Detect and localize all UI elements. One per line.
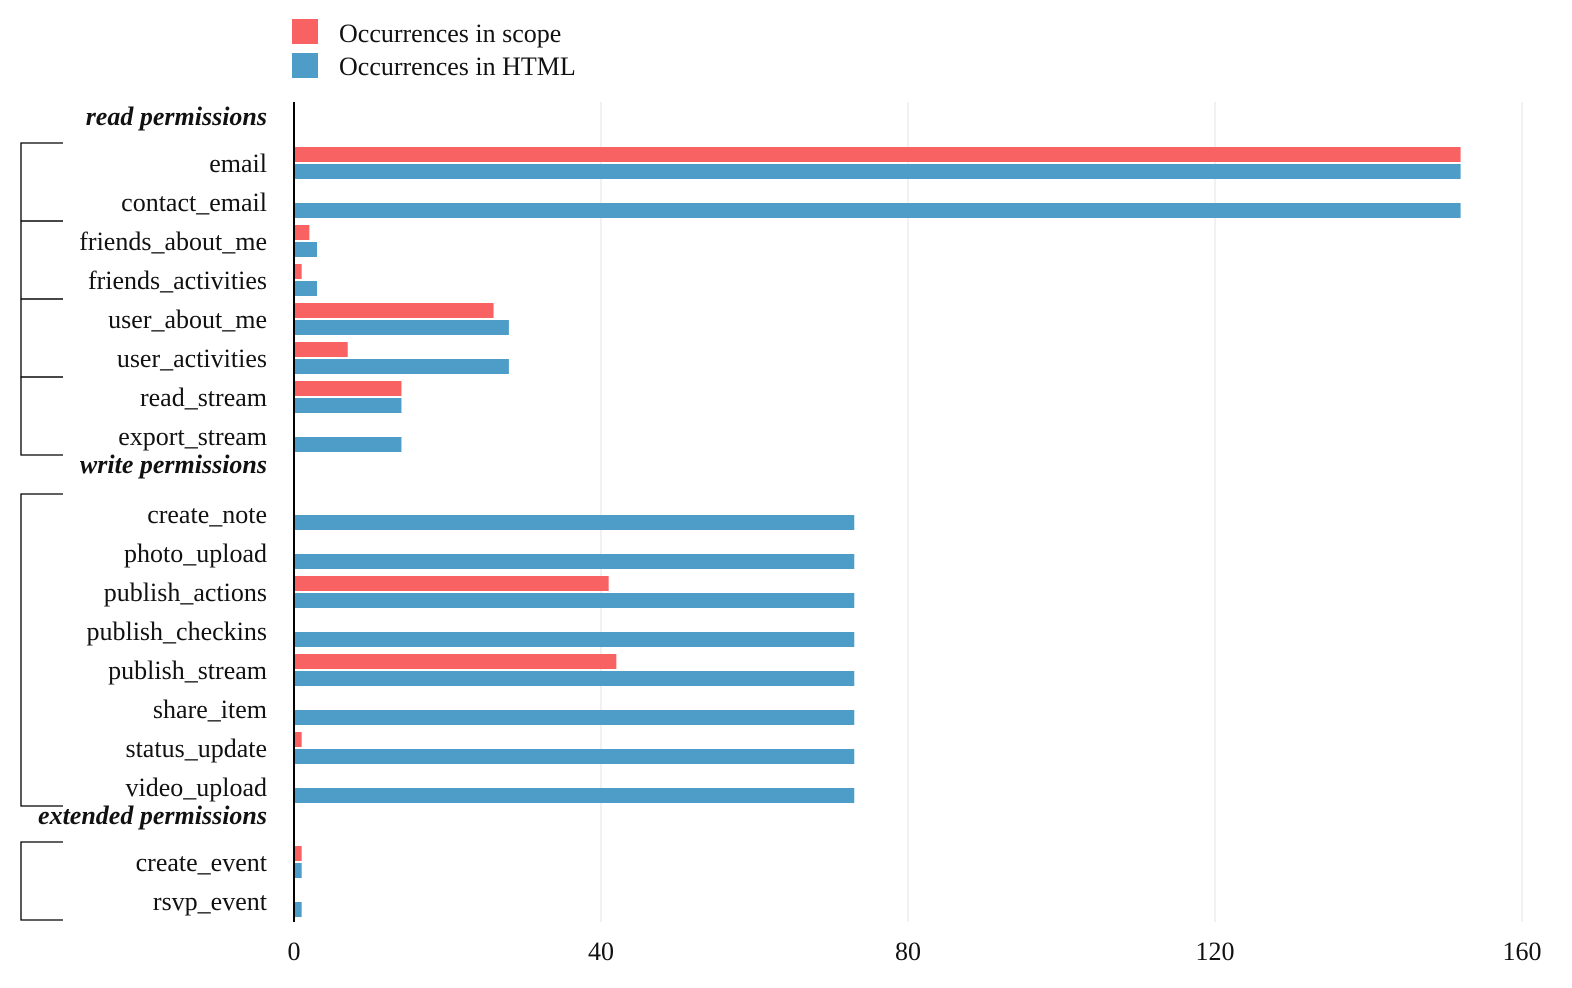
x-tick-label: 0 bbox=[288, 937, 301, 966]
bar-html bbox=[294, 164, 1461, 179]
category-label: read_stream bbox=[140, 383, 267, 412]
x-tick-label: 80 bbox=[895, 937, 921, 966]
category-label: user_about_me bbox=[108, 305, 267, 334]
bar-scope bbox=[294, 846, 302, 861]
category-label: create_note bbox=[147, 500, 267, 529]
bar-scope bbox=[294, 303, 494, 318]
category-label: contact_email bbox=[121, 188, 267, 217]
bar-scope bbox=[294, 732, 302, 747]
bar-html bbox=[294, 437, 402, 452]
bar-html bbox=[294, 593, 855, 608]
pair-bracket bbox=[20, 298, 63, 378]
bar-html bbox=[294, 710, 855, 725]
bar-scope bbox=[294, 381, 402, 396]
category-label: user_activities bbox=[117, 344, 267, 373]
bar-html bbox=[294, 902, 302, 917]
category-label: rsvp_event bbox=[153, 887, 268, 916]
bar-html bbox=[294, 632, 855, 647]
bar-scope bbox=[294, 225, 310, 240]
bar-html bbox=[294, 203, 1461, 218]
legend-label-html: Occurrences in HTML bbox=[339, 52, 576, 81]
bar-scope bbox=[294, 264, 302, 279]
bars bbox=[294, 147, 1461, 917]
bar-html bbox=[294, 554, 855, 569]
category-label: create_event bbox=[136, 848, 268, 877]
bar-scope bbox=[294, 147, 1461, 162]
pair-bracket bbox=[20, 376, 63, 456]
legend-swatch-scope bbox=[292, 19, 318, 44]
category-label: share_item bbox=[153, 695, 267, 724]
legend-label-scope: Occurrences in scope bbox=[339, 19, 561, 48]
group-bracket bbox=[20, 493, 63, 807]
category-labels: read permissions email contact_emailfriend… bbox=[38, 102, 268, 916]
pair-bracket bbox=[20, 142, 63, 222]
bar-scope bbox=[294, 342, 348, 357]
x-tick-label: 120 bbox=[1196, 937, 1235, 966]
category-label: publish_actions bbox=[104, 578, 267, 607]
category-label: friends_about_me bbox=[79, 227, 267, 256]
bar-html bbox=[294, 515, 855, 530]
x-tick-label: 160 bbox=[1503, 937, 1542, 966]
bar-html bbox=[294, 671, 855, 686]
category-label: publish_checkins bbox=[86, 617, 267, 646]
bar-html bbox=[294, 320, 509, 335]
category-label: status_update bbox=[125, 734, 267, 763]
legend-swatch-html bbox=[292, 53, 318, 78]
category-label: publish_stream bbox=[108, 656, 267, 685]
pair-bracket bbox=[20, 841, 63, 921]
group-label: read permissions bbox=[86, 102, 267, 131]
category-label: video_upload bbox=[125, 773, 267, 802]
x-tick-label: 40 bbox=[588, 937, 614, 966]
bar-scope bbox=[294, 654, 617, 669]
gridlines bbox=[600, 102, 1523, 922]
group-label: write permissions bbox=[80, 450, 267, 479]
bar-html bbox=[294, 359, 509, 374]
bar-html bbox=[294, 398, 402, 413]
bar-html bbox=[294, 863, 302, 878]
category-label: photo_upload bbox=[124, 539, 267, 568]
bar-html bbox=[294, 281, 318, 296]
category-label: friends_activities bbox=[88, 266, 267, 295]
bar-html bbox=[294, 242, 318, 257]
category-label: email bbox=[209, 149, 267, 178]
legend: Occurrences in scope Occurrences in HTML bbox=[292, 19, 576, 81]
bar-html bbox=[294, 749, 855, 764]
bar-html bbox=[294, 788, 855, 803]
bar-scope bbox=[294, 576, 609, 591]
group-brackets bbox=[20, 142, 63, 921]
pair-bracket bbox=[20, 220, 63, 300]
category-label: export_stream bbox=[118, 422, 267, 451]
group-label: extended permissions bbox=[38, 801, 267, 830]
x-axis-ticks: 0 40 80 120 160 bbox=[288, 937, 1542, 966]
